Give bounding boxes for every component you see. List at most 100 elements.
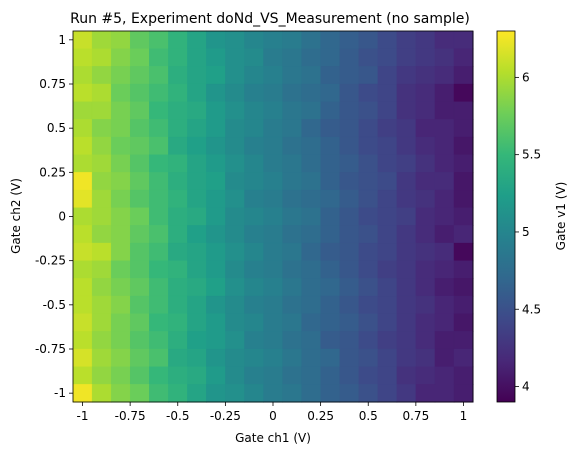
heatmap-cell (301, 154, 322, 173)
heatmap-cell (453, 136, 474, 156)
heatmap-cell (339, 172, 360, 191)
heatmap-cell (72, 66, 93, 85)
heatmap-cell (187, 66, 207, 85)
heatmap-cell (129, 48, 150, 67)
heatmap-cell (244, 348, 265, 368)
heatmap-cell (434, 83, 455, 103)
heatmap-cell (434, 154, 455, 173)
heatmap-cell (72, 189, 93, 209)
heatmap-cell (320, 66, 341, 85)
heatmap-cell (244, 225, 265, 244)
heatmap-cell (168, 384, 188, 403)
heatmap-cell (263, 154, 284, 173)
heatmap-cell (149, 154, 169, 173)
heatmap-cell (453, 154, 474, 173)
heatmap-cell (110, 119, 131, 138)
heatmap-cell (358, 313, 379, 332)
heatmap-cell (396, 189, 417, 209)
heatmap-cell (358, 331, 379, 350)
heatmap-cell (301, 172, 322, 191)
heatmap-cell (282, 48, 303, 67)
heatmap-cell (301, 278, 322, 297)
heatmap-cell (301, 48, 322, 67)
heatmap-cell (396, 348, 417, 368)
heatmap-cell (358, 66, 379, 85)
heatmap-cell (415, 348, 436, 368)
heatmap-cell (434, 66, 455, 85)
heatmap-cell (358, 348, 379, 368)
heatmap-cell (206, 154, 226, 173)
heatmap-cell (91, 172, 112, 191)
heatmap-cell (206, 384, 226, 403)
heatmap-cell (339, 136, 360, 156)
y-tick-label: 0.5 (47, 121, 66, 135)
heatmap-cell (301, 260, 322, 279)
heatmap-cell (129, 101, 150, 120)
heatmap-cell (282, 384, 303, 403)
heatmap-cell (206, 313, 226, 332)
heatmap-cell (168, 207, 188, 226)
heatmap-cell (91, 189, 112, 209)
heatmap-cell (206, 366, 226, 385)
heatmap-cell (396, 66, 417, 85)
heatmap-cell (225, 48, 245, 67)
heatmap-cell (244, 101, 265, 120)
heatmap-cell (301, 348, 322, 368)
heatmap-cell (263, 348, 284, 368)
heatmap-cell (358, 136, 379, 156)
heatmap-cell (244, 260, 265, 279)
heatmap-cell (377, 119, 398, 138)
heatmap-cell (168, 154, 188, 173)
heatmap-cell (434, 242, 455, 262)
heatmap-cell (110, 136, 131, 156)
heatmap-cell (453, 101, 474, 120)
heatmap-cell (206, 260, 226, 279)
heatmap-cell (168, 278, 188, 297)
heatmap-cell (358, 278, 379, 297)
heatmap-cell (187, 278, 207, 297)
heatmap-cell (129, 313, 150, 332)
heatmap-cell (415, 313, 436, 332)
heatmap-cell (453, 225, 474, 244)
heatmap-cell (91, 278, 112, 297)
heatmap-cell (168, 295, 188, 315)
heatmap-cell (301, 83, 322, 103)
heatmap-cell (263, 225, 284, 244)
heatmap-cell (110, 207, 131, 226)
heatmap-cell (301, 242, 322, 262)
heatmap-cell (415, 119, 436, 138)
heatmap-cell (225, 260, 245, 279)
heatmap-cell (339, 242, 360, 262)
colorbar-tick-label: 5 (522, 225, 530, 239)
heatmap-cell (358, 225, 379, 244)
heatmap-cell (72, 172, 93, 191)
heatmap-cell (301, 384, 322, 403)
heatmap-cell (358, 295, 379, 315)
heatmap-cell (110, 278, 131, 297)
heatmap-cell (263, 366, 284, 385)
heatmap-cell (377, 260, 398, 279)
heatmap-cell (149, 83, 169, 103)
chart-title: Run #5, Experiment doNd_VS_Measurement (… (70, 11, 470, 27)
heatmap-cell (339, 331, 360, 350)
heatmap-cell (377, 172, 398, 191)
heatmap-cell (72, 154, 93, 173)
heatmap-cell (168, 119, 188, 138)
y-tick-label: 0 (58, 210, 66, 224)
heatmap-cell (263, 384, 284, 403)
heatmap-cell (453, 242, 474, 262)
heatmap-cell (320, 260, 341, 279)
heatmap-cell (187, 295, 207, 315)
heatmap-cell (91, 83, 112, 103)
heatmap-cell (434, 384, 455, 403)
heatmap-cell (339, 278, 360, 297)
heatmap-cell (225, 30, 245, 50)
heatmap-cell (339, 48, 360, 67)
heatmap-cell (377, 101, 398, 120)
heatmap-cell (244, 119, 265, 138)
heatmap-cell (339, 384, 360, 403)
heatmap-cell (129, 136, 150, 156)
x-tick-label: 0.25 (307, 409, 334, 423)
heatmap-cell (301, 295, 322, 315)
heatmap-cell (149, 366, 169, 385)
